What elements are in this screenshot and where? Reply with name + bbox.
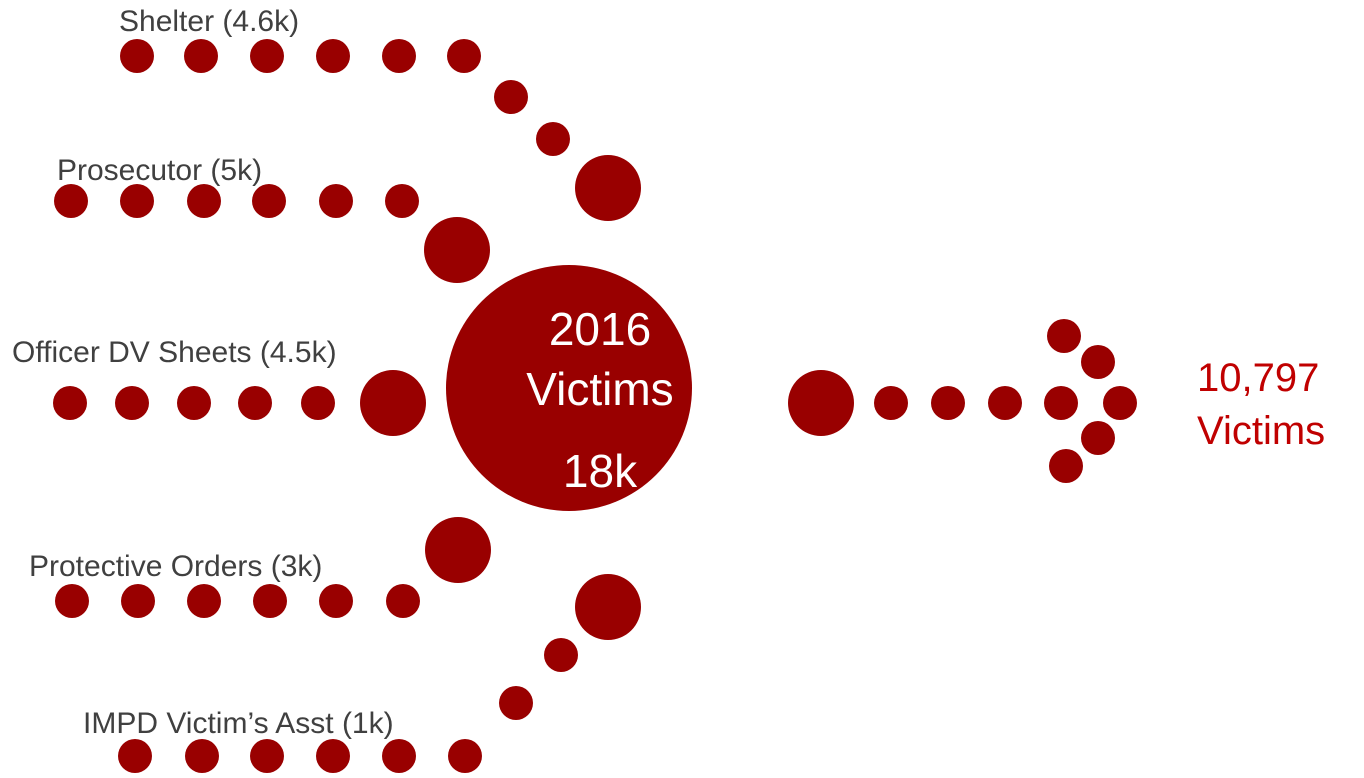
officer-dot bbox=[115, 386, 149, 420]
source-label-shelter: Shelter (4.6k) bbox=[119, 5, 299, 38]
output-dot bbox=[788, 370, 854, 436]
result-victims-label: Victims bbox=[1197, 409, 1325, 453]
officer-dot bbox=[177, 386, 211, 420]
protective-dot bbox=[425, 517, 491, 583]
shelter-dot bbox=[184, 39, 218, 73]
shelter-dot bbox=[120, 39, 154, 73]
output-dot bbox=[1044, 386, 1078, 420]
officer-dot bbox=[238, 386, 272, 420]
prosecutor-dot bbox=[54, 184, 88, 218]
source-label-officer-dv-sheets: Officer DV Sheets (4.5k) bbox=[12, 336, 337, 369]
protective-dot bbox=[253, 584, 287, 618]
output-dot bbox=[988, 386, 1022, 420]
shelter-dot bbox=[494, 80, 528, 114]
dot-path-output bbox=[788, 319, 1137, 483]
output-dot bbox=[931, 386, 965, 420]
officer-dot bbox=[53, 386, 87, 420]
impd-dot bbox=[185, 739, 219, 773]
source-label-prosecutor: Prosecutor (5k) bbox=[57, 154, 262, 187]
impd-dot bbox=[575, 574, 641, 640]
dot-path-shelter bbox=[120, 39, 641, 221]
impd-dot bbox=[499, 686, 533, 720]
output-dot bbox=[1081, 345, 1115, 379]
center-victims-circle bbox=[446, 265, 692, 511]
impd-dot bbox=[118, 739, 152, 773]
protective-dot bbox=[386, 584, 420, 618]
impd-dot bbox=[382, 739, 416, 773]
officer-dot bbox=[360, 370, 426, 436]
shelter-dot bbox=[316, 39, 350, 73]
shelter-dot bbox=[382, 39, 416, 73]
prosecutor-dot bbox=[424, 217, 490, 283]
dot-path-impd-victims-asst bbox=[118, 574, 641, 773]
result-count: 10,797 bbox=[1197, 356, 1319, 400]
output-dot bbox=[1081, 421, 1115, 455]
impd-dot bbox=[316, 739, 350, 773]
protective-dot bbox=[55, 584, 89, 618]
prosecutor-dot bbox=[187, 184, 221, 218]
prosecutor-dot bbox=[120, 184, 154, 218]
output-dot bbox=[1103, 386, 1137, 420]
protective-dot bbox=[319, 584, 353, 618]
source-label-protective-orders: Protective Orders (3k) bbox=[29, 550, 322, 583]
center-victims-label: Victims bbox=[526, 363, 673, 415]
protective-dot bbox=[187, 584, 221, 618]
dot-path-prosecutor bbox=[54, 184, 490, 283]
output-dot bbox=[1047, 319, 1081, 353]
shelter-dot bbox=[575, 155, 641, 221]
center-total: 18k bbox=[563, 445, 638, 497]
output-dot bbox=[1049, 449, 1083, 483]
protective-dot bbox=[121, 584, 155, 618]
dot-path-protective-orders bbox=[55, 517, 491, 618]
dot-path-officer-dv-sheets bbox=[53, 370, 426, 436]
impd-dot bbox=[544, 638, 578, 672]
source-label-impd-victims-asst: IMPD Victim’s Asst (1k) bbox=[83, 707, 394, 740]
shelter-dot bbox=[250, 39, 284, 73]
output-dot bbox=[874, 386, 908, 420]
prosecutor-dot bbox=[252, 184, 286, 218]
center-year: 2016 bbox=[549, 303, 651, 355]
shelter-dot bbox=[536, 122, 570, 156]
impd-dot bbox=[448, 739, 482, 773]
shelter-dot bbox=[447, 39, 481, 73]
prosecutor-dot bbox=[319, 184, 353, 218]
prosecutor-dot bbox=[385, 184, 419, 218]
officer-dot bbox=[301, 386, 335, 420]
impd-dot bbox=[250, 739, 284, 773]
